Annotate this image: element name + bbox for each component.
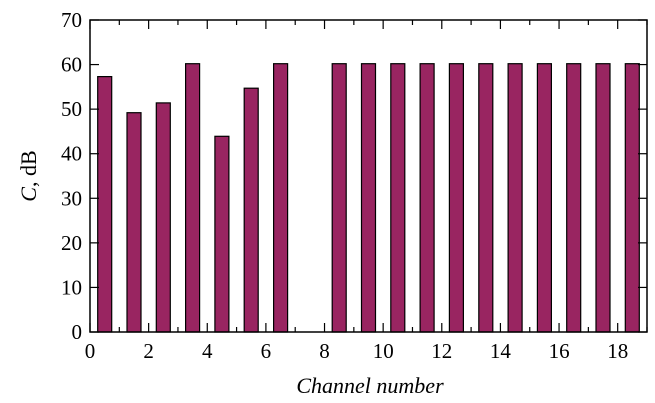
y-tick-label-0: 0	[72, 320, 83, 344]
bar-channel-3	[155, 102, 171, 333]
x-tick-label-14: 14	[490, 339, 512, 363]
x-tick-label-2: 2	[143, 339, 154, 363]
y-tick-label-50: 50	[61, 97, 82, 121]
x-tick-label-8: 8	[319, 339, 330, 363]
bar-channel-7	[273, 63, 289, 333]
x-tick-label-18: 18	[607, 339, 628, 363]
bar-channel-19	[624, 63, 640, 333]
bar-channel-11	[390, 63, 406, 333]
bar-channel-1	[97, 75, 113, 333]
x-tick-label-12: 12	[431, 339, 452, 363]
x-axis-title: Channel number	[296, 373, 444, 398]
y-tick-label-10: 10	[61, 275, 82, 299]
x-tick-label-4: 4	[202, 339, 213, 363]
y-axis-title-variable: C	[16, 187, 41, 202]
bar-channel-2	[126, 112, 142, 333]
bar-channel-6	[243, 87, 259, 333]
bar-channel-4	[185, 63, 201, 333]
bar-channel-10	[360, 63, 377, 333]
x-tick-label-0: 0	[85, 339, 96, 363]
x-tick-label-6: 6	[261, 339, 272, 363]
bar-channel-18	[595, 63, 611, 333]
bar-channel-17	[566, 63, 582, 333]
bar-channel-13	[448, 63, 464, 333]
bar-channel-16	[536, 63, 553, 333]
bar-channel-9	[331, 63, 347, 333]
x-tick-label-10: 10	[373, 339, 394, 363]
y-tick-label-60: 60	[61, 53, 82, 77]
x-tick-label-16: 16	[549, 339, 570, 363]
y-tick-label-20: 20	[61, 231, 82, 255]
y-tick-label-40: 40	[61, 142, 82, 166]
bar-channel-15	[507, 63, 523, 333]
y-tick-label-70: 70	[61, 8, 82, 32]
bars-layer	[97, 63, 640, 333]
tick-labels-layer: 0 2 4 6 8 10 12 14 16 18 0 10 20 30 40 50 60 70	[61, 8, 628, 363]
bar-channel-14	[478, 63, 494, 333]
bar-channel-12	[419, 63, 435, 333]
y-tick-label-30: 30	[61, 186, 82, 210]
bar-channel-5	[214, 135, 230, 333]
plot-frame	[89, 19, 648, 333]
ticks-layer	[89, 19, 648, 333]
y-axis-title-unit: , dB	[16, 150, 41, 187]
y-axis-title: C, dB	[16, 150, 41, 201]
